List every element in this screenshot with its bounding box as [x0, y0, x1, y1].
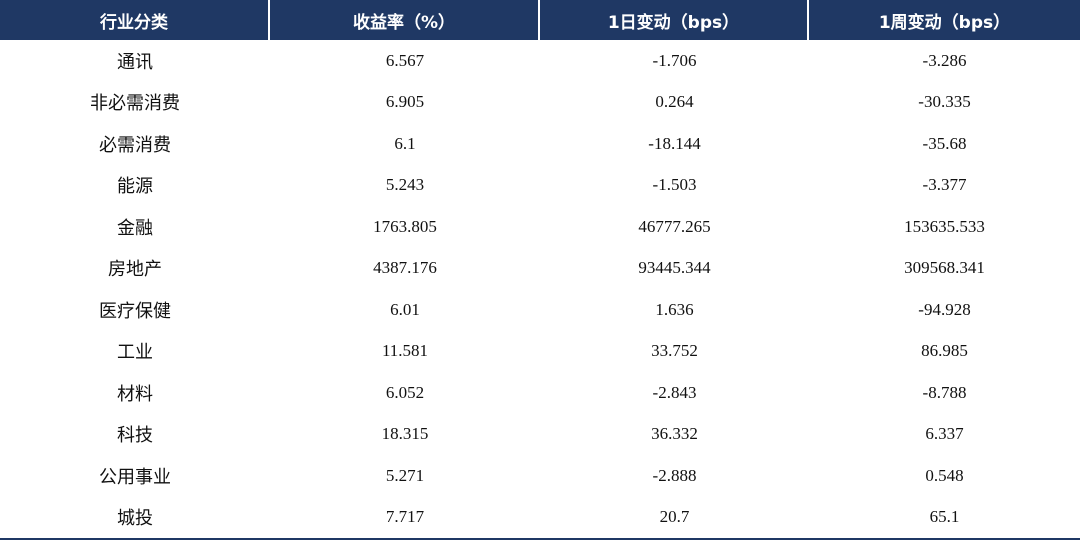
- table-row: 非必需消费 6.905 0.264 -30.335: [0, 82, 1080, 124]
- cell-1w-change: -3.377: [922, 175, 967, 195]
- cell-yield: 6.1: [394, 133, 416, 153]
- table-header: 行业分类 收益率（%） 1日变动（bps） 1周变动（bps）: [0, 0, 1080, 40]
- cell-1w-change: -30.335: [918, 92, 971, 112]
- table-row: 能源 5.243 -1.503 -3.377: [0, 165, 1080, 207]
- cell-1d-change: 46777.265: [638, 216, 711, 236]
- cell-1w-change: 153635.533: [904, 216, 985, 236]
- cell-1d-change: -1.706: [652, 50, 697, 70]
- cell-yield: 6.567: [385, 50, 425, 70]
- cell-sector: 金融: [117, 217, 153, 239]
- cell-sector: 房地产: [108, 259, 162, 281]
- cell-yield: 6.905: [385, 92, 425, 112]
- table-row: 公用事业 5.271 -2.888 0.548: [0, 455, 1080, 497]
- cell-sector: 必需消费: [99, 134, 171, 156]
- cell-1d-change: -18.144: [648, 133, 701, 153]
- cell-sector: 城投: [117, 508, 153, 530]
- cell-yield: 5.243: [385, 175, 425, 195]
- cell-1w-change: 0.548: [925, 465, 964, 485]
- table-row: 科技 18.315 36.332 6.337: [0, 414, 1080, 456]
- cell-yield: 6.052: [385, 382, 425, 402]
- cell-yield: 1763.805: [373, 216, 437, 236]
- cell-1d-change: 20.7: [659, 507, 690, 527]
- header-sector: 行业分类: [0, 0, 270, 40]
- cell-1w-change: -8.788: [922, 382, 967, 402]
- header-1w-change: 1周变动（bps）: [809, 0, 1080, 40]
- table-row: 房地产 4387.176 93445.344 309568.341: [0, 248, 1080, 290]
- cell-1d-change: 1.636: [655, 299, 694, 319]
- cell-sector: 通讯: [117, 51, 153, 73]
- cell-sector: 医疗保健: [99, 300, 171, 322]
- cell-1d-change: -2.888: [652, 465, 697, 485]
- table-row: 工业 11.581 33.752 86.985: [0, 331, 1080, 373]
- cell-1w-change: 86.985: [921, 341, 968, 361]
- cell-yield: 11.581: [381, 341, 429, 361]
- cell-sector: 材料: [117, 383, 153, 405]
- cell-1d-change: -1.503: [652, 175, 697, 195]
- table-bottom-rule: [0, 538, 1080, 540]
- cell-1w-change: -3.286: [922, 50, 967, 70]
- cell-1d-change: 33.752: [651, 341, 698, 361]
- table-row: 金融 1763.805 46777.265 153635.533: [0, 206, 1080, 248]
- header-row: 行业分类 收益率（%） 1日变动（bps） 1周变动（bps）: [0, 0, 1080, 40]
- cell-sector: 能源: [117, 176, 153, 198]
- table-row: 城投 7.717 20.7 65.1: [0, 497, 1080, 539]
- header-1d-change: 1日变动（bps）: [540, 0, 809, 40]
- cell-1d-change: 36.332: [651, 424, 698, 444]
- table-row: 必需消费 6.1 -18.144 -35.68: [0, 123, 1080, 165]
- cell-1d-change: -2.843: [652, 382, 697, 402]
- table-row: 医疗保健 6.01 1.636 -94.928: [0, 289, 1080, 331]
- table-row: 通讯 6.567 -1.706 -3.286: [0, 40, 1080, 82]
- cell-1d-change: 93445.344: [638, 258, 711, 278]
- cell-sector: 非必需消费: [90, 93, 180, 115]
- table-row: 材料 6.052 -2.843 -8.788: [0, 372, 1080, 414]
- table-body: 通讯 6.567 -1.706 -3.286 非必需消费 6.905 0.264…: [0, 40, 1080, 538]
- cell-sector: 公用事业: [99, 466, 171, 488]
- cell-1w-change: 309568.341: [904, 258, 985, 278]
- cell-yield: 5.271: [385, 465, 425, 485]
- cell-1w-change: -94.928: [918, 299, 971, 319]
- cell-yield: 18.315: [381, 424, 429, 444]
- cell-1w-change: 65.1: [929, 507, 960, 527]
- cell-1w-change: -35.68: [922, 133, 967, 153]
- cell-yield: 6.01: [390, 299, 420, 319]
- cell-yield: 7.717: [385, 507, 425, 527]
- header-yield: 收益率（%）: [270, 0, 540, 40]
- cell-sector: 科技: [117, 425, 153, 447]
- cell-1d-change: 0.264: [655, 92, 694, 112]
- cell-yield: 4387.176: [373, 258, 437, 278]
- cell-sector: 工业: [117, 342, 153, 364]
- cell-1w-change: 6.337: [925, 424, 964, 444]
